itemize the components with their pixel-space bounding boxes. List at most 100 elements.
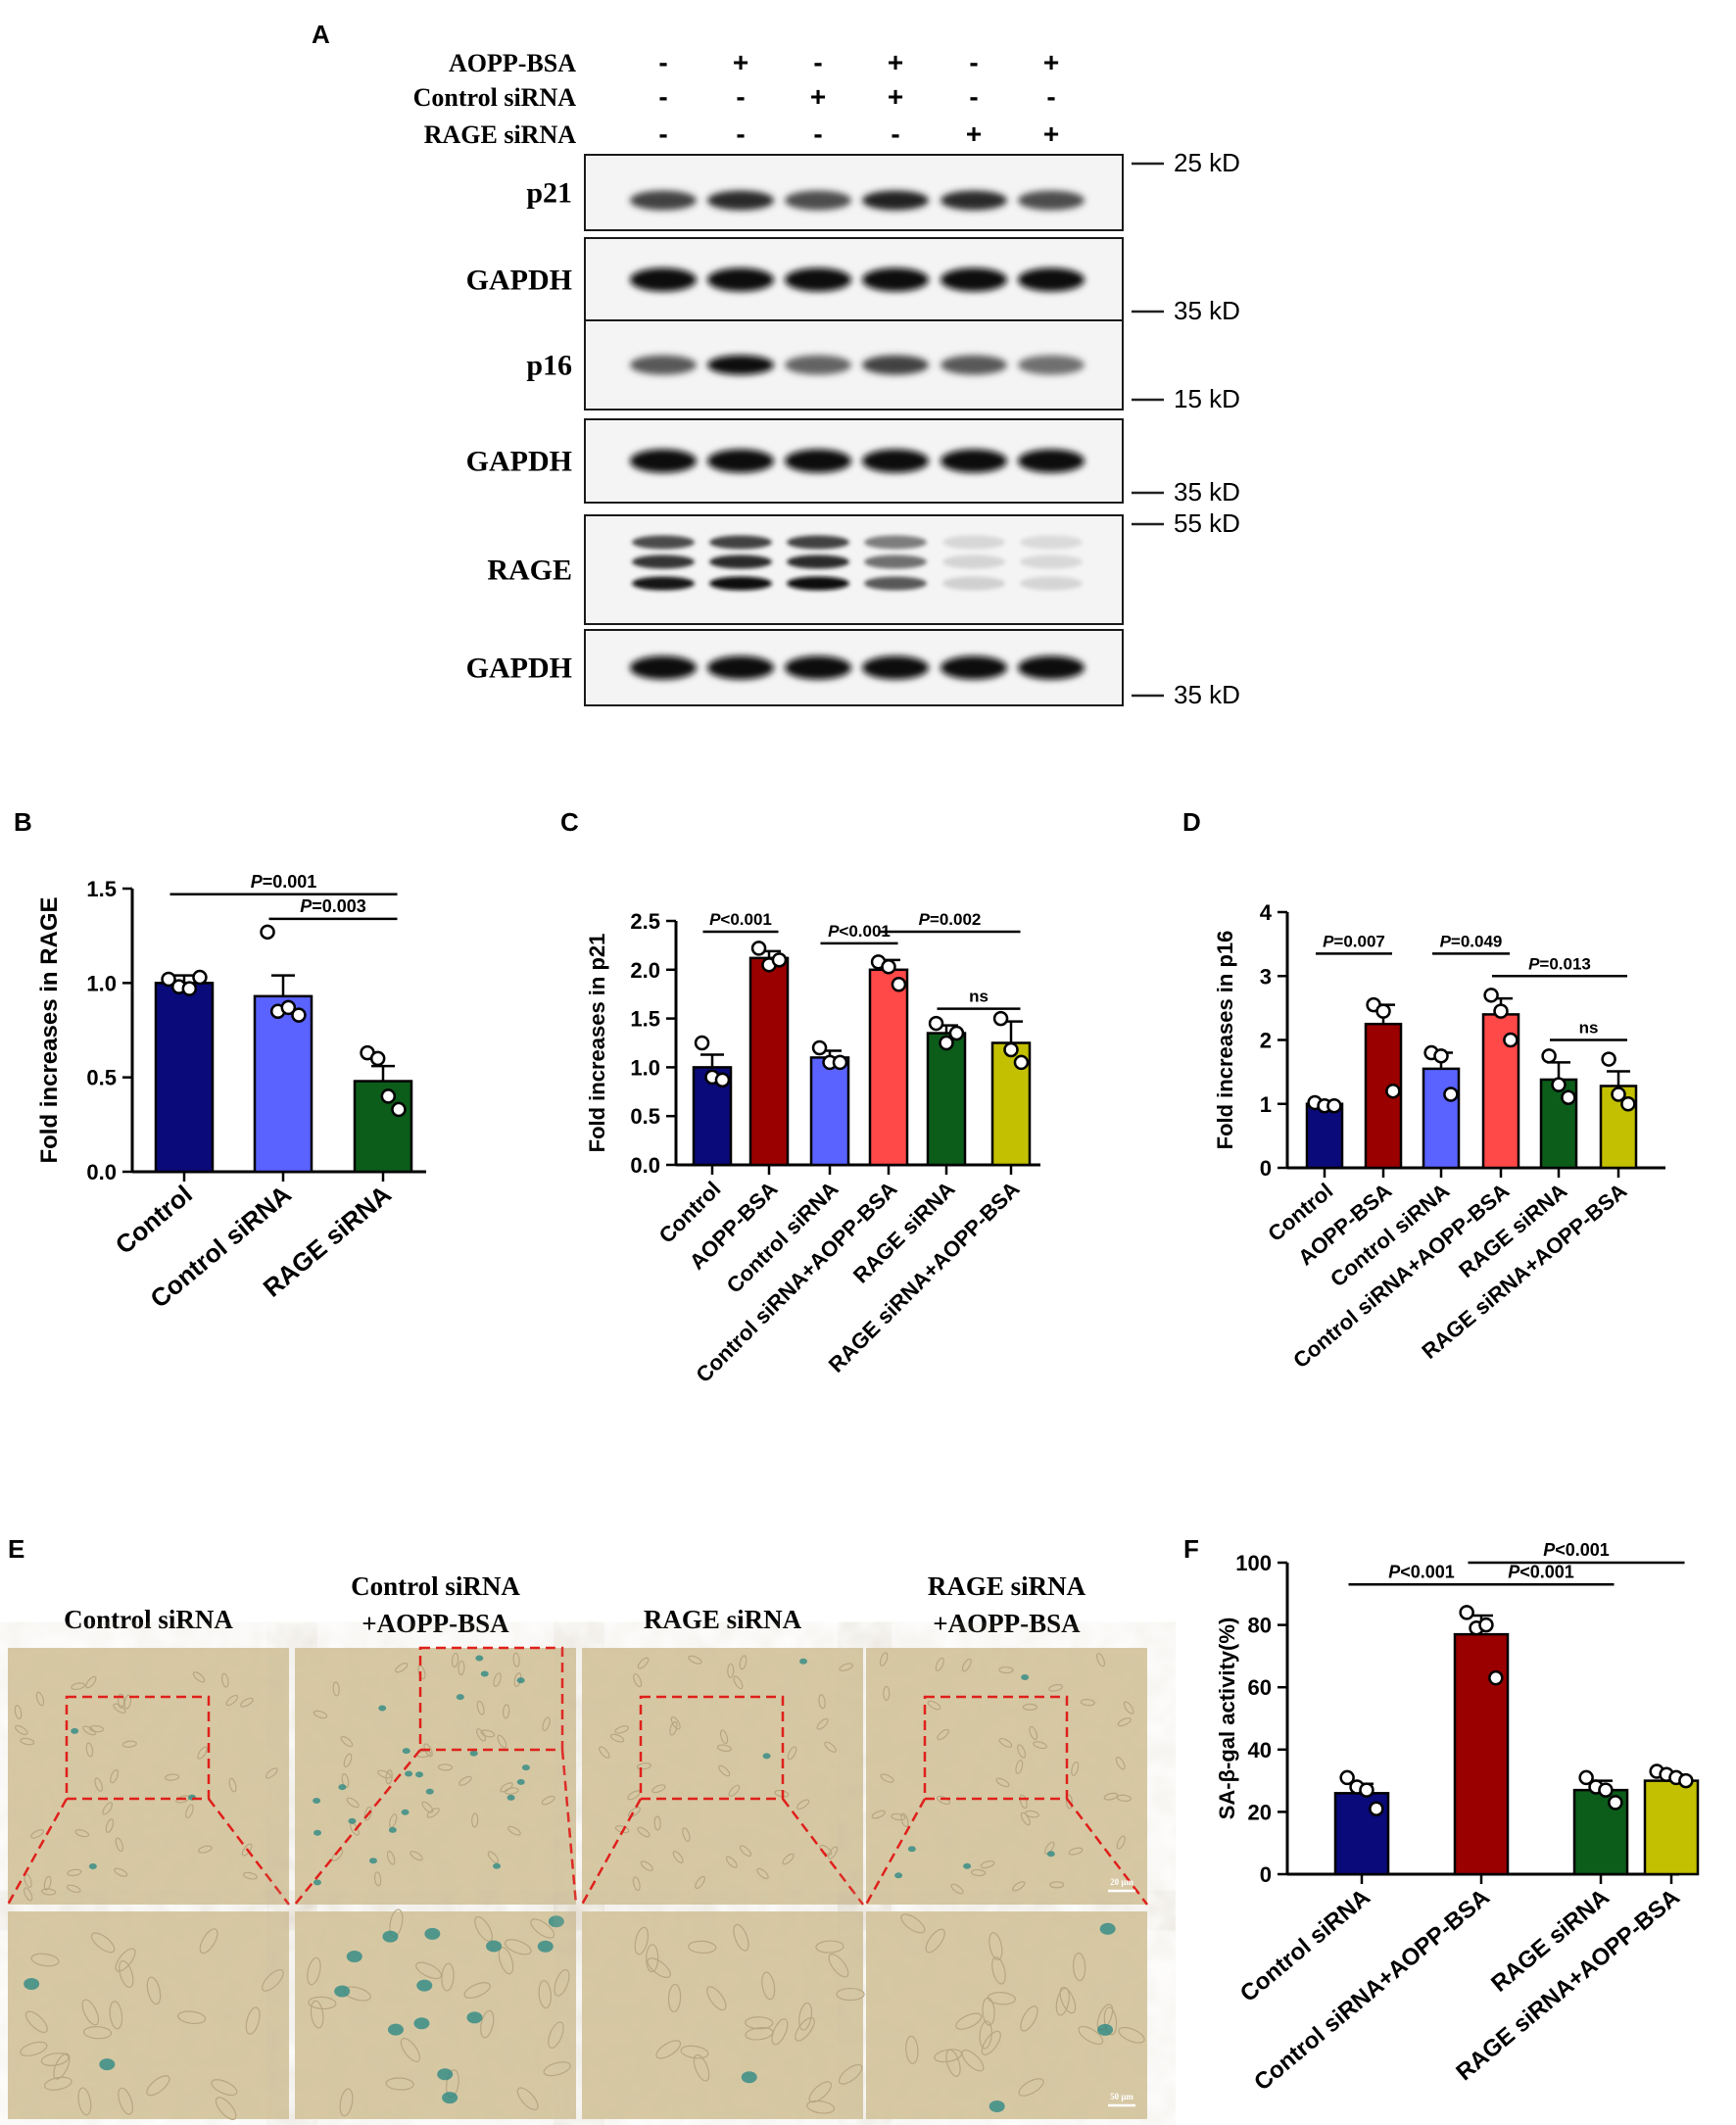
panel-e-letter: E <box>8 1534 24 1564</box>
data-point <box>1611 1087 1626 1102</box>
blot-label: GAPDH <box>466 446 572 478</box>
treatment-sign: + <box>888 47 903 77</box>
stained-cell <box>338 1784 347 1791</box>
y-tick-label: 1.5 <box>630 1007 660 1032</box>
panel-d-letter: D <box>1182 807 1201 837</box>
blot-band <box>707 190 774 211</box>
y-tick-label: 60 <box>1248 1675 1272 1700</box>
data-point <box>1326 1097 1342 1114</box>
data-point <box>771 952 788 968</box>
data-point <box>1003 1041 1019 1058</box>
panel-b-letter: B <box>14 807 32 837</box>
data-point <box>1359 1782 1374 1798</box>
y-tick-label: 0.0 <box>86 1160 117 1184</box>
category-label: RAGE siRNA <box>1486 1884 1615 1998</box>
stained-cell <box>799 1658 808 1665</box>
stained-cell <box>405 1770 413 1777</box>
data-point <box>192 969 208 986</box>
data-point <box>161 971 176 988</box>
panel-a-letter: A <box>312 20 330 49</box>
western-blot-panel: AOPP-BSA - + - + - + Control siRNA - - + + - - RAGE si… <box>413 47 1240 709</box>
stained-cell <box>506 1794 515 1801</box>
stained-cell <box>437 2068 454 2081</box>
treatment-label: Control siRNA <box>413 83 577 112</box>
blot-band <box>864 555 927 569</box>
data-point <box>891 976 907 992</box>
treatment-sign: + <box>1043 47 1059 77</box>
data-point <box>714 1072 731 1088</box>
data-point <box>939 1035 954 1051</box>
blot-band <box>1020 535 1083 550</box>
zoom-region <box>65 1695 211 1801</box>
y-tick-label: 4 <box>1260 900 1273 925</box>
p-value-label: P=0.002 <box>919 910 982 929</box>
stained-cell <box>516 1677 525 1684</box>
micrograph-column-label: RAGE siRNA <box>928 1571 1086 1601</box>
zoom-guide-line <box>6 1798 69 1906</box>
data-point <box>1375 1003 1391 1019</box>
micrograph-top <box>866 1648 1147 1905</box>
marker-label: 25 kD <box>1174 148 1240 177</box>
blot-band <box>1018 355 1085 375</box>
p-value-label: P=0.003 <box>300 896 366 916</box>
blot-band <box>632 576 695 591</box>
data-point <box>1369 1801 1384 1816</box>
stained-cell <box>425 1788 434 1795</box>
data-point <box>1620 1096 1636 1112</box>
treatment-sign: - <box>736 119 745 149</box>
stained-cell <box>88 1863 97 1870</box>
blot-band <box>1018 190 1085 211</box>
blot-band <box>862 449 929 473</box>
y-tick-label: 3 <box>1260 964 1272 989</box>
stained-cell <box>378 1705 387 1712</box>
y-axis-label: SA-β-gal activity(%) <box>1215 1618 1239 1820</box>
stained-cell <box>493 1862 502 1869</box>
blot-band <box>1020 576 1083 591</box>
bar <box>809 1056 850 1167</box>
zoom-region <box>639 1695 785 1801</box>
data-point <box>181 981 198 996</box>
stained-cell <box>741 2071 757 2084</box>
y-tick-label: 2.0 <box>630 958 660 983</box>
p-value-label: P=0.013 <box>1528 954 1591 973</box>
micrograph-bottom <box>295 1908 576 2119</box>
blot-band <box>1020 555 1083 569</box>
micrograph-bottom <box>8 1911 289 2120</box>
stained-cell <box>469 1750 478 1757</box>
bar <box>1643 1779 1700 1876</box>
stained-cell <box>382 1930 399 1943</box>
y-tick-label: 20 <box>1248 1800 1272 1824</box>
zoom-guide-line <box>864 1798 927 1906</box>
stained-cell <box>413 2017 430 2030</box>
y-tick-label: 2.5 <box>630 909 660 934</box>
blot-band <box>942 576 1005 591</box>
treatment-sign: - <box>658 47 667 77</box>
treatment-label: AOPP-BSA <box>449 49 576 77</box>
data-point <box>1443 1087 1459 1102</box>
stained-cell <box>537 1940 554 1953</box>
blot-label: GAPDH <box>466 265 572 297</box>
blot-strip-rage <box>584 514 1124 625</box>
micrograph-column-label: Control siRNA <box>64 1605 233 1634</box>
y-tick-label: 1.0 <box>86 971 117 995</box>
blot-label: GAPDH <box>466 652 572 685</box>
blot-band <box>630 190 697 211</box>
p-value-label: P=0.001 <box>251 872 317 892</box>
blot-band <box>630 355 697 375</box>
stained-cell <box>424 1927 441 1940</box>
p-value-label: P<0.001 <box>1388 1562 1455 1581</box>
data-point <box>1678 1772 1694 1789</box>
blot-band <box>940 355 1007 375</box>
blot-band <box>1018 655 1085 680</box>
stained-cell <box>480 1670 489 1677</box>
y-tick-label: 0 <box>1260 1156 1272 1181</box>
blot-band <box>787 576 849 591</box>
data-point <box>1561 1089 1576 1105</box>
data-point <box>948 1025 965 1041</box>
treatment-label: RAGE siRNA <box>424 121 577 149</box>
blot-band <box>632 555 695 569</box>
bar <box>1453 1632 1510 1876</box>
stained-cell <box>1097 2023 1114 2036</box>
blot-strip-p21 <box>584 154 1124 231</box>
panel-f-letter: F <box>1183 1534 1199 1564</box>
